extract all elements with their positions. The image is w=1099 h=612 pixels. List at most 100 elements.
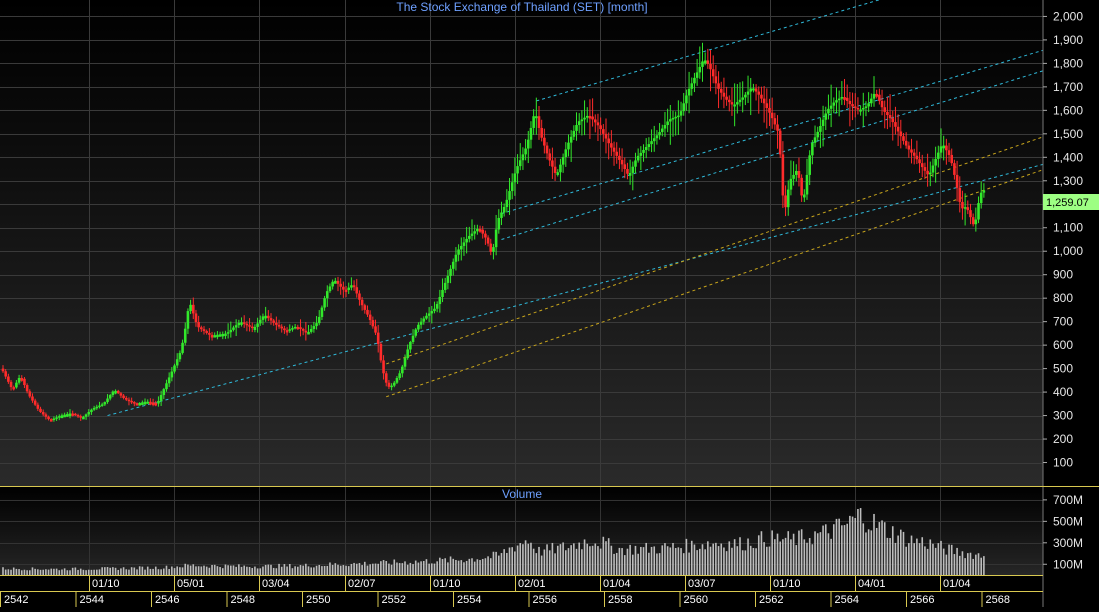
candle-body — [28, 391, 32, 397]
candle-body — [612, 147, 616, 152]
candle-body — [392, 382, 396, 386]
price-tick-label: 200 — [1053, 432, 1073, 446]
candle-body — [395, 378, 399, 383]
candle-body — [920, 163, 924, 168]
volume-bar — [270, 564, 272, 575]
volume-bar — [374, 563, 377, 575]
candle-body — [556, 172, 560, 175]
volume-bar — [715, 542, 717, 575]
candle-body — [513, 173, 517, 183]
volume-bar — [747, 538, 749, 575]
volume-bar — [152, 568, 154, 575]
candle-body — [733, 104, 736, 107]
year-label: 2556 — [533, 594, 557, 606]
candle-body — [725, 96, 728, 100]
candle-body — [535, 116, 538, 119]
candle-body — [918, 159, 921, 164]
candle-body — [74, 413, 77, 416]
volume-bar — [85, 570, 87, 575]
candlestick-series — [1, 42, 986, 422]
candle-body — [435, 304, 439, 309]
volume-bar — [841, 525, 843, 575]
volume-bar — [211, 564, 213, 575]
candle-body — [229, 329, 233, 333]
volume-bar — [950, 544, 953, 575]
candle-body — [492, 247, 495, 252]
candle-body — [103, 402, 107, 405]
volume-bar — [551, 542, 554, 575]
candle-body — [508, 191, 511, 200]
volume-bar — [473, 561, 476, 575]
volume-bar — [929, 539, 932, 575]
volume-bar — [983, 556, 985, 575]
volume-bar — [763, 542, 765, 575]
volume-bar — [417, 562, 420, 575]
volume-bar — [425, 559, 428, 575]
volume-bar — [688, 552, 690, 575]
volume-bar — [181, 567, 184, 575]
candle-body — [923, 167, 927, 171]
volume-bar — [58, 570, 61, 575]
volume-bar — [894, 542, 897, 575]
volume-bar — [353, 562, 355, 575]
candle-body — [7, 376, 10, 382]
chart-title: The Stock Exchange of Thailand (SET) [mo… — [396, 0, 647, 14]
candle-body — [181, 342, 184, 353]
volume-bar — [835, 518, 838, 575]
candle-body — [473, 231, 476, 234]
volume-bar — [481, 558, 484, 575]
candle-body — [969, 210, 972, 218]
volume-bar — [128, 569, 130, 575]
volume-bar — [554, 553, 556, 575]
candle-body — [529, 127, 533, 140]
volume-bar — [90, 569, 93, 575]
volume-bar — [613, 553, 615, 575]
price-tick-label: 1,700 — [1053, 80, 1083, 94]
volume-bar — [937, 543, 940, 575]
candle-body — [250, 326, 254, 329]
date-label: 01/04 — [603, 578, 631, 590]
volume-bar — [637, 553, 639, 575]
volume-bar — [377, 563, 379, 575]
trend-lines — [107, 0, 1044, 417]
candle-body — [60, 415, 64, 419]
candle-body — [130, 400, 133, 403]
year-axis: 2542 2544 2546 2548 2550 2552 2554 2556 2558 2560… — [0, 591, 1010, 607]
volume-bar — [921, 537, 924, 575]
volume-bar — [447, 562, 449, 575]
volume-bar — [465, 560, 468, 575]
volume-bar — [859, 508, 862, 575]
candle-body — [66, 414, 69, 417]
candle-body — [639, 152, 643, 156]
candle-body — [224, 333, 227, 336]
volume-bar — [932, 543, 934, 575]
volume-bar — [650, 546, 653, 575]
volume-bar — [146, 566, 149, 575]
volume-bar — [731, 547, 733, 575]
volume-bar — [833, 524, 835, 575]
volume-bar — [313, 567, 315, 575]
trend-line — [386, 136, 1044, 365]
volume-bar — [205, 566, 208, 575]
volume-bar — [672, 542, 674, 575]
volume-bar — [318, 564, 321, 575]
candle-body — [76, 414, 80, 417]
candle-body — [559, 164, 562, 173]
volume-bar — [790, 539, 792, 575]
volume-bar — [47, 569, 50, 575]
candle-body — [87, 412, 91, 415]
volume-bar — [195, 566, 197, 575]
candle-body — [872, 93, 876, 99]
candle-body — [518, 160, 522, 167]
volume-bar — [433, 563, 436, 575]
price-tick-label: 1,400 — [1053, 150, 1083, 164]
candle-body — [953, 163, 956, 175]
volume-bar — [315, 565, 318, 575]
volume-bar — [940, 540, 942, 575]
volume-bar — [749, 545, 752, 575]
candle-body — [82, 416, 85, 420]
volume-bar — [891, 526, 894, 575]
candle-body — [272, 320, 275, 323]
volume-bar — [511, 547, 513, 575]
volume-bar — [720, 543, 723, 575]
